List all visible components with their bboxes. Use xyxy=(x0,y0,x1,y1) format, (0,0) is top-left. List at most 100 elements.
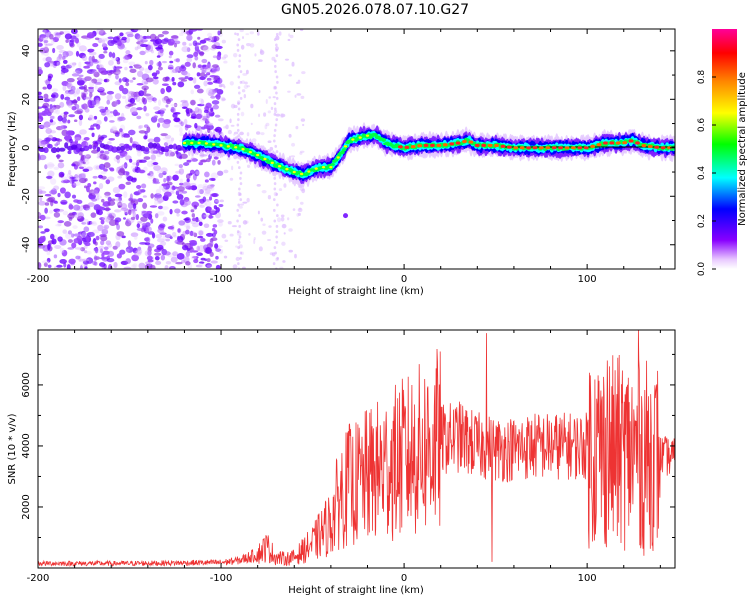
spectrogram-noise-dot xyxy=(165,104,169,108)
spectrogram-y-axis-label: Frequency (Hz) xyxy=(7,111,18,187)
spectrogram-noise-dot xyxy=(190,99,196,106)
spectrogram-noise-dot xyxy=(174,66,178,73)
spectrogram-noise-dot xyxy=(204,258,208,262)
spectrogram-noise-dot xyxy=(275,91,278,95)
spectrogram-noise-dot xyxy=(260,217,264,222)
spectrogram-noise-dot xyxy=(205,102,212,109)
spectrogram-noise-dot xyxy=(171,186,179,190)
spectrogram-noise-dot xyxy=(185,261,191,266)
spectrogram-noise-dot xyxy=(44,207,48,214)
spectrogram-noise-dot xyxy=(270,106,274,110)
spectrogram-noise-dot xyxy=(300,95,305,100)
spectrogram-noise-dot xyxy=(134,63,141,68)
spectrogram-noise-dot xyxy=(136,107,143,111)
spectrogram-noise-dot xyxy=(197,64,202,69)
spectrogram-noise-dot xyxy=(174,208,181,214)
spectrogram-noise-dot xyxy=(106,94,113,101)
spectrogram-noise-dot xyxy=(155,145,162,151)
spectrogram-noise-dot xyxy=(136,184,142,189)
spectrogram-noise-dot xyxy=(184,72,191,78)
spectrogram-noise-dot xyxy=(153,165,162,171)
spectrogram-noise-dot xyxy=(190,185,198,191)
spectrogram-noise-dot xyxy=(91,149,99,154)
spectrogram-noise-dot xyxy=(238,235,242,239)
spectrogram-noise-dot xyxy=(163,142,169,147)
spectrogram-ridge-dot xyxy=(330,163,335,166)
spectrogram-noise-dot xyxy=(246,197,250,203)
spectrogram-noise-dot xyxy=(93,255,98,262)
spectrogram-peak-dot xyxy=(526,146,531,150)
spectrogram-noise-dot xyxy=(240,44,245,50)
spectrogram-peak-dot xyxy=(538,146,544,150)
spectrogram-noise-dot xyxy=(239,251,243,255)
spectrogram-noise-dot xyxy=(190,157,197,162)
spectrogram-noise-dot xyxy=(46,251,51,256)
spectrogram-noise-dot xyxy=(278,31,282,36)
spectrogram-noise-dot xyxy=(96,206,104,210)
spectrogram-noise-dot xyxy=(212,64,219,68)
spectrogram-noise-dot xyxy=(268,96,272,99)
spectrogram-noise-dot xyxy=(275,235,278,239)
spectrogram-noise-dot xyxy=(161,183,168,187)
spectrogram-ridge-dot xyxy=(342,148,347,152)
spectrogram-noise-dot xyxy=(218,221,223,227)
spectrogram-noise-dot xyxy=(107,250,114,257)
spectrogram-noise-dot xyxy=(186,159,192,163)
spectrogram-noise-dot xyxy=(53,211,61,218)
spectrogram-noise-dot xyxy=(138,125,142,130)
spectrogram-peak-dot xyxy=(292,170,296,174)
colorbar-tick-label: 0.6 xyxy=(697,118,707,133)
spectrogram-noise-dot xyxy=(225,124,229,130)
spectrogram-noise-dot xyxy=(197,103,205,107)
spectrogram-noise-dot xyxy=(208,214,213,219)
spectrogram-noise-dot xyxy=(213,205,218,210)
spectrogram-noise-dot xyxy=(147,243,155,248)
spectrogram-noise-dot xyxy=(130,216,136,221)
spectrogram-noise-dot xyxy=(161,206,169,211)
spectrogram-noise-dot xyxy=(78,173,86,180)
spectrogram-noise-dot xyxy=(138,90,145,97)
spectrogram-noise-dot xyxy=(159,223,166,228)
spectrogram-noise-dot xyxy=(99,108,107,113)
spectrogram-noise-dot xyxy=(108,137,115,141)
spectrogram-noise-dot xyxy=(161,38,169,45)
spectrogram-noise-dot xyxy=(70,261,76,266)
spectrogram-noise-dot xyxy=(274,144,278,148)
spectrogram-noise-dot xyxy=(274,123,278,127)
spectrogram-noise-dot xyxy=(39,47,47,53)
spectrogram-noise-dot xyxy=(143,166,148,172)
spectrogram-noise-dot xyxy=(163,178,167,183)
spectrogram-noise-dot xyxy=(60,199,68,205)
spectrogram-peak-dot xyxy=(343,145,348,148)
spectrogram-noise-dot xyxy=(58,173,63,178)
spectrogram-peak-dot xyxy=(417,144,423,148)
spectrogram-peak-dot xyxy=(532,146,538,150)
spectrogram-noise-dot xyxy=(143,81,149,85)
snr-x-tick-label: 100 xyxy=(578,573,597,584)
spectrogram-noise-dot xyxy=(229,81,234,86)
spectrogram-noise-dot xyxy=(154,255,160,261)
spectrogram-noise-dot xyxy=(123,191,128,199)
spectrogram-noise-dot xyxy=(179,199,185,206)
spectrogram-noise-dot xyxy=(157,44,163,50)
spectrogram-peak-dot xyxy=(622,141,628,145)
spectrogram-noise-dot xyxy=(87,231,95,237)
spectrogram-noise-dot xyxy=(104,191,111,197)
spectrogram-noise-dot xyxy=(273,64,277,68)
spectrogram-noise-dot xyxy=(61,176,68,182)
spectrogram-noise-dot xyxy=(105,206,110,212)
spectrogram-noise-dot xyxy=(292,208,296,211)
spectrogram-noise-dot xyxy=(245,69,249,75)
spectrogram-noise-dot xyxy=(157,228,165,234)
spectrogram-noise-dot xyxy=(66,99,71,107)
spectrogram-noise-dot xyxy=(179,32,184,37)
spectrogram-noise-dot xyxy=(203,80,208,87)
spectrogram-noise-dot xyxy=(138,130,146,134)
spectrogram-noise-dot xyxy=(103,246,109,251)
spectrogram-noise-dot xyxy=(200,98,204,106)
spectrogram-noise-dot xyxy=(239,96,243,100)
spectrogram-noise-dot xyxy=(145,35,151,39)
spectrogram-noise-dot xyxy=(220,83,225,87)
spectrogram-noise-dot xyxy=(64,33,72,40)
colorbar-ticks: 0.0 0.2 0.4 0.6 0.8 xyxy=(697,70,716,276)
